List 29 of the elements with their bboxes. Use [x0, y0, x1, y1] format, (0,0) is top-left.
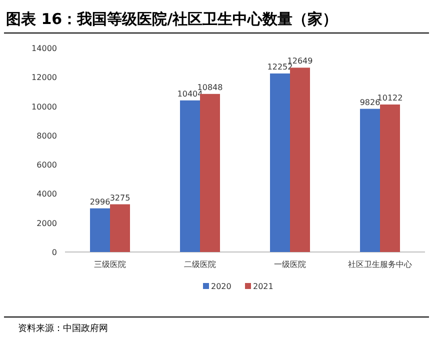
legend-label: 2021 [253, 282, 274, 291]
x-tick-label: 社区卫生服务中心 [348, 260, 412, 269]
bar [270, 73, 290, 252]
data-label: 10848 [197, 82, 223, 92]
text: 资料来源：中国政府网 [18, 323, 108, 334]
x-tick-label: 一级医院 [274, 260, 306, 269]
y-tick-label: 8000 [36, 131, 57, 140]
bar [110, 204, 130, 252]
y-tick-label: 6000 [36, 160, 57, 170]
y-tick-label: 2000 [36, 218, 57, 228]
bar [360, 108, 380, 252]
x-tick-label: 三级医院 [94, 260, 126, 269]
bar [380, 104, 400, 252]
y-tick-label: 0 [52, 248, 57, 257]
data-label: 3275 [110, 193, 130, 202]
legend-label: 2020 [211, 282, 232, 291]
bar [290, 68, 310, 252]
y-tick-label: 4000 [36, 190, 57, 199]
y-tick-label: 10000 [32, 102, 57, 112]
data-label: 12252 [267, 62, 293, 72]
chart-title: 图表 16：我国等级医院/社区卫生中心数量（家） [6, 10, 338, 28]
data-label: 9826 [360, 98, 380, 107]
bar [200, 94, 220, 252]
x-tick-label: 二级医院 [184, 260, 216, 269]
y-tick-label: 12000 [32, 73, 57, 82]
bar [90, 208, 110, 252]
data-label: 2996 [90, 197, 110, 206]
bar [180, 100, 200, 252]
y-tick-label: 14000 [32, 44, 57, 53]
